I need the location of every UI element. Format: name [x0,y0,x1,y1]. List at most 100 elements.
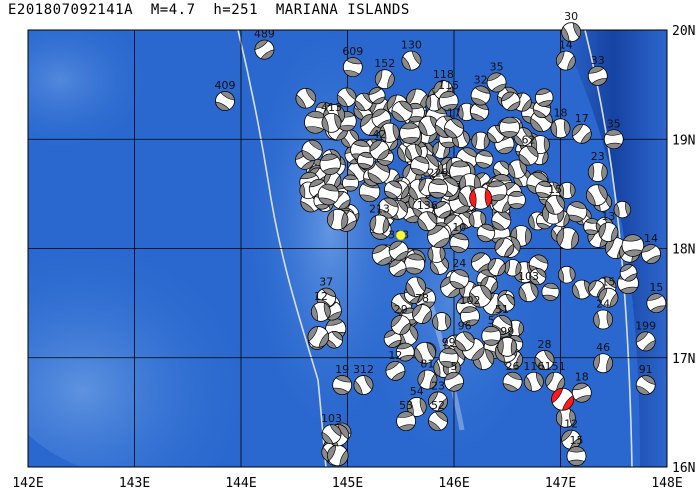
depth-label: 91 [639,363,653,376]
depth-label: 29 [394,303,408,316]
longitude-tick-label: 146E [438,476,469,491]
focal-mechanism [566,201,588,223]
focal-mechanism [555,50,576,71]
depth-label: 32 [474,74,488,87]
focal-mechanism [444,118,464,139]
focal-mechanism [504,259,522,277]
focal-mechanism [336,87,357,108]
focal-mechanism [379,122,400,143]
focal-mechanism [388,259,407,277]
focal-mechanism [529,268,547,286]
depth-label: 102 [459,294,480,307]
longitude-tick-label: 148E [651,476,682,491]
focal-mechanism [468,284,492,308]
depth-label: 15 [569,434,583,447]
focal-mechanism [391,100,413,122]
depth-label: 99 [442,336,456,349]
focal-mechanism [598,222,619,243]
longitude-tick-label: 142E [12,476,43,491]
focal-mechanism [438,91,459,111]
shallow-region-nw [28,30,150,150]
focal-mechanism [518,282,539,303]
focal-mechanism [494,237,515,258]
depth-label: 151 [545,360,566,373]
focal-mechanism [432,312,452,332]
depth-label: 15 [548,183,562,196]
focal-mechanism [487,257,506,277]
focal-mechanism [317,183,340,206]
depth-label: 46 [596,341,610,354]
focal-mechanism [332,375,353,395]
depth-label: 96 [458,319,472,332]
focal-mechanism [468,210,487,229]
depth-label: 62 [522,134,536,147]
depth-label: 13 [601,210,615,223]
focal-mechanism [354,92,373,112]
focal-mechanism [486,72,507,93]
focal-mechanism [371,244,393,266]
depth-label: 54 [410,385,424,398]
depth-label: 28 [538,338,552,351]
focal-mechanism [215,91,235,111]
focal-mechanism [497,336,518,357]
focal-mechanism [449,233,470,253]
focal-mechanism [404,143,422,161]
depth-label: 12 [388,349,402,362]
depth-label: 78 [415,292,429,305]
focal-mechanism [307,326,330,348]
focal-mechanism [507,190,526,210]
focal-mechanism [545,194,566,215]
depth-label: 199 [635,319,656,332]
focal-mechanism [587,65,608,86]
depth-label: 609 [342,45,363,58]
depth-label: 15 [649,281,663,294]
focal-mechanism [475,150,494,169]
focal-mechanism [501,91,521,111]
focal-mechanism [641,244,661,264]
depth-label: 35 [490,60,504,73]
focal-mechanism [619,264,638,282]
focal-mechanism [587,162,608,182]
focal-mechanism [571,279,592,300]
focal-mechanism [401,50,422,71]
focal-mechanism [405,276,426,297]
longitude-tick-label: 143E [119,476,150,491]
focal-mechanism [429,255,449,275]
focal-mechanism [613,200,632,219]
focal-mechanism [444,371,464,392]
depth-label: 30 [564,10,578,23]
focal-mechanism [357,151,375,170]
focal-mechanism [433,201,452,219]
focal-mechanism [304,110,327,134]
map-frame [27,29,668,468]
depth-label: 118 [433,68,454,81]
focal-mechanism [481,325,502,346]
focal-mechanism [319,153,341,175]
shallow-region-west [28,180,320,467]
depth-label: 17 [575,112,589,125]
longitude-tick-label: 144E [225,476,256,491]
focal-mechanism [404,253,426,275]
highlighted-focal-mechanism [551,387,575,411]
focal-mechanism [583,218,601,236]
focal-mechanism [412,304,432,324]
focal-mechanism [413,341,436,364]
focal-mechanism [368,87,386,105]
focal-mechanism [646,293,667,314]
focal-mechanism [399,122,421,144]
depth-label: 26 [506,360,520,373]
highlighted-focal-mechanism [469,186,493,210]
depth-label: 5 [488,314,495,327]
depth-label: 312 [353,363,374,376]
focal-mechanism [449,269,470,289]
focal-mechanism [417,369,438,390]
depth-label: 213 [369,202,390,215]
focal-mechanism [557,265,576,284]
focal-mechanism [327,208,349,231]
depth-label: 18 [554,106,568,119]
event-title: E201807092141A M=4.7 h=251 MARIANA ISLAN… [8,2,410,18]
focal-mechanism [383,330,402,348]
depth-label: 225 [428,166,449,179]
focal-mechanism [535,180,553,199]
